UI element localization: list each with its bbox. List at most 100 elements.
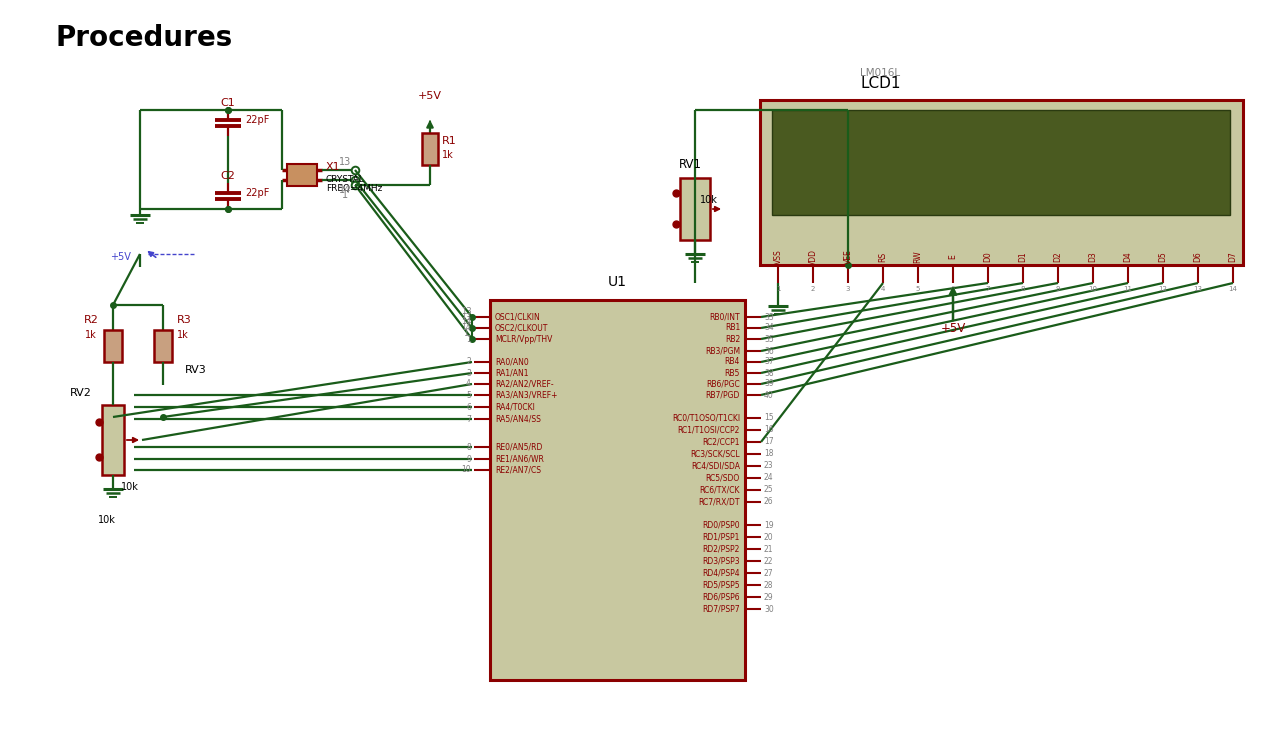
Text: C2: C2: [220, 171, 236, 181]
Text: RB5: RB5: [724, 368, 740, 377]
Bar: [490, 300, 745, 680]
Text: 7: 7: [466, 414, 471, 424]
Text: LM016L: LM016L: [861, 68, 900, 78]
Text: X1: X1: [326, 162, 341, 172]
Text: RC7/RX/DT: RC7/RX/DT: [699, 497, 740, 507]
Text: RB7/PGD: RB7/PGD: [705, 391, 740, 399]
Text: VSS: VSS: [774, 250, 783, 265]
Text: 40: 40: [764, 391, 774, 399]
Text: 36: 36: [764, 347, 774, 356]
Text: RC0/T1OSO/T1CKI: RC0/T1OSO/T1CKI: [672, 413, 740, 422]
Text: 10k: 10k: [700, 195, 718, 205]
Text: D5: D5: [1158, 252, 1167, 262]
Text: 3: 3: [845, 286, 850, 292]
Text: RD1/PSP1: RD1/PSP1: [703, 533, 740, 542]
Text: RE0/AN5/RD: RE0/AN5/RD: [495, 442, 542, 451]
Text: 14: 14: [339, 185, 351, 195]
Text: 7: 7: [985, 286, 990, 292]
Text: MCLR/Vpp/THV: MCLR/Vpp/THV: [495, 334, 552, 344]
Text: 4: 4: [881, 286, 885, 292]
Text: +5V: +5V: [941, 322, 966, 336]
Text: CRYSTAL: CRYSTAL: [326, 174, 365, 184]
Text: OSC2/CLKOUT: OSC2/CLKOUT: [495, 324, 549, 333]
Text: RV1: RV1: [679, 158, 701, 170]
Text: 37: 37: [764, 357, 774, 367]
Text: 27: 27: [764, 568, 774, 577]
Text: 1: 1: [463, 328, 468, 337]
Text: 22pF: 22pF: [244, 115, 270, 125]
Text: 1k: 1k: [442, 150, 453, 160]
Text: U1: U1: [608, 275, 628, 289]
Text: +5V: +5V: [109, 252, 130, 262]
Text: 13: 13: [461, 313, 471, 322]
Text: RA1/AN1: RA1/AN1: [495, 368, 528, 377]
Text: 10k: 10k: [121, 482, 139, 492]
Text: D1: D1: [1018, 252, 1027, 262]
Text: RD4/PSP4: RD4/PSP4: [703, 568, 740, 577]
Text: RV3: RV3: [185, 365, 206, 375]
Text: RD3/PSP3: RD3/PSP3: [703, 556, 740, 565]
Text: 24: 24: [764, 473, 774, 482]
Bar: [423, 133, 438, 165]
Text: 1k: 1k: [85, 330, 97, 340]
Text: 6: 6: [466, 402, 471, 411]
Text: +5V: +5V: [418, 91, 442, 101]
Text: 33: 33: [764, 313, 774, 322]
Text: RD6/PSP6: RD6/PSP6: [703, 593, 740, 602]
Text: RC6/TX/CK: RC6/TX/CK: [699, 485, 740, 494]
Text: 5: 5: [915, 286, 920, 292]
Text: 9: 9: [466, 454, 471, 464]
Text: 35: 35: [764, 334, 774, 344]
Text: 13: 13: [1194, 286, 1203, 292]
Text: RC5/SDO: RC5/SDO: [705, 473, 740, 482]
Text: 34: 34: [764, 324, 774, 333]
Text: 21: 21: [764, 545, 774, 554]
Text: 39: 39: [764, 379, 774, 388]
Text: 8: 8: [1021, 286, 1025, 292]
Bar: [760, 100, 1242, 265]
Text: 2: 2: [811, 286, 815, 292]
Text: RD7/PSP7: RD7/PSP7: [703, 605, 740, 614]
Text: RC3/SCK/SCL: RC3/SCK/SCL: [690, 450, 740, 459]
Text: RB2: RB2: [724, 334, 740, 344]
Text: RB1: RB1: [724, 324, 740, 333]
Text: VDD: VDD: [808, 248, 817, 265]
Text: 30: 30: [764, 605, 774, 614]
Text: OSC1/CLKIN: OSC1/CLKIN: [495, 313, 541, 322]
Text: 20: 20: [764, 533, 774, 542]
Text: D2: D2: [1054, 252, 1063, 262]
Text: RD2/PSP2: RD2/PSP2: [703, 545, 740, 554]
Text: 1k: 1k: [177, 330, 188, 340]
Text: Procedures: Procedures: [55, 24, 232, 52]
Text: 22: 22: [764, 556, 774, 565]
Text: RA3/AN3/VREF+: RA3/AN3/VREF+: [495, 391, 558, 399]
Text: 1: 1: [775, 286, 780, 292]
Text: 11: 11: [1124, 286, 1133, 292]
Text: RB0/INT: RB0/INT: [709, 313, 740, 322]
Text: 13: 13: [461, 307, 471, 316]
Text: RA4/T0CKI: RA4/T0CKI: [495, 402, 535, 411]
Text: 6: 6: [951, 286, 955, 292]
Text: 1: 1: [342, 190, 348, 200]
Text: 10: 10: [1088, 286, 1097, 292]
Text: 4: 4: [466, 379, 471, 388]
Text: VEE: VEE: [844, 250, 853, 265]
Text: 14: 14: [461, 317, 471, 327]
Bar: [102, 405, 123, 475]
Text: RC1/T1OSI/CCP2: RC1/T1OSI/CCP2: [677, 425, 740, 434]
Text: RE1/AN6/WR: RE1/AN6/WR: [495, 454, 544, 464]
Text: 5: 5: [466, 391, 471, 399]
Text: D4: D4: [1124, 252, 1133, 262]
Text: RB4: RB4: [724, 357, 740, 367]
Text: 38: 38: [764, 368, 774, 377]
Text: 25: 25: [764, 485, 774, 494]
Text: 14: 14: [461, 324, 471, 333]
Text: D6: D6: [1194, 252, 1203, 262]
Text: 14: 14: [1228, 286, 1237, 292]
Bar: [680, 178, 710, 240]
Text: 28: 28: [764, 580, 774, 590]
Text: RC4/SDI/SDA: RC4/SDI/SDA: [691, 462, 740, 471]
Text: D3: D3: [1088, 252, 1097, 262]
Text: 18: 18: [764, 450, 774, 459]
Text: RD5/PSP5: RD5/PSP5: [703, 580, 740, 590]
